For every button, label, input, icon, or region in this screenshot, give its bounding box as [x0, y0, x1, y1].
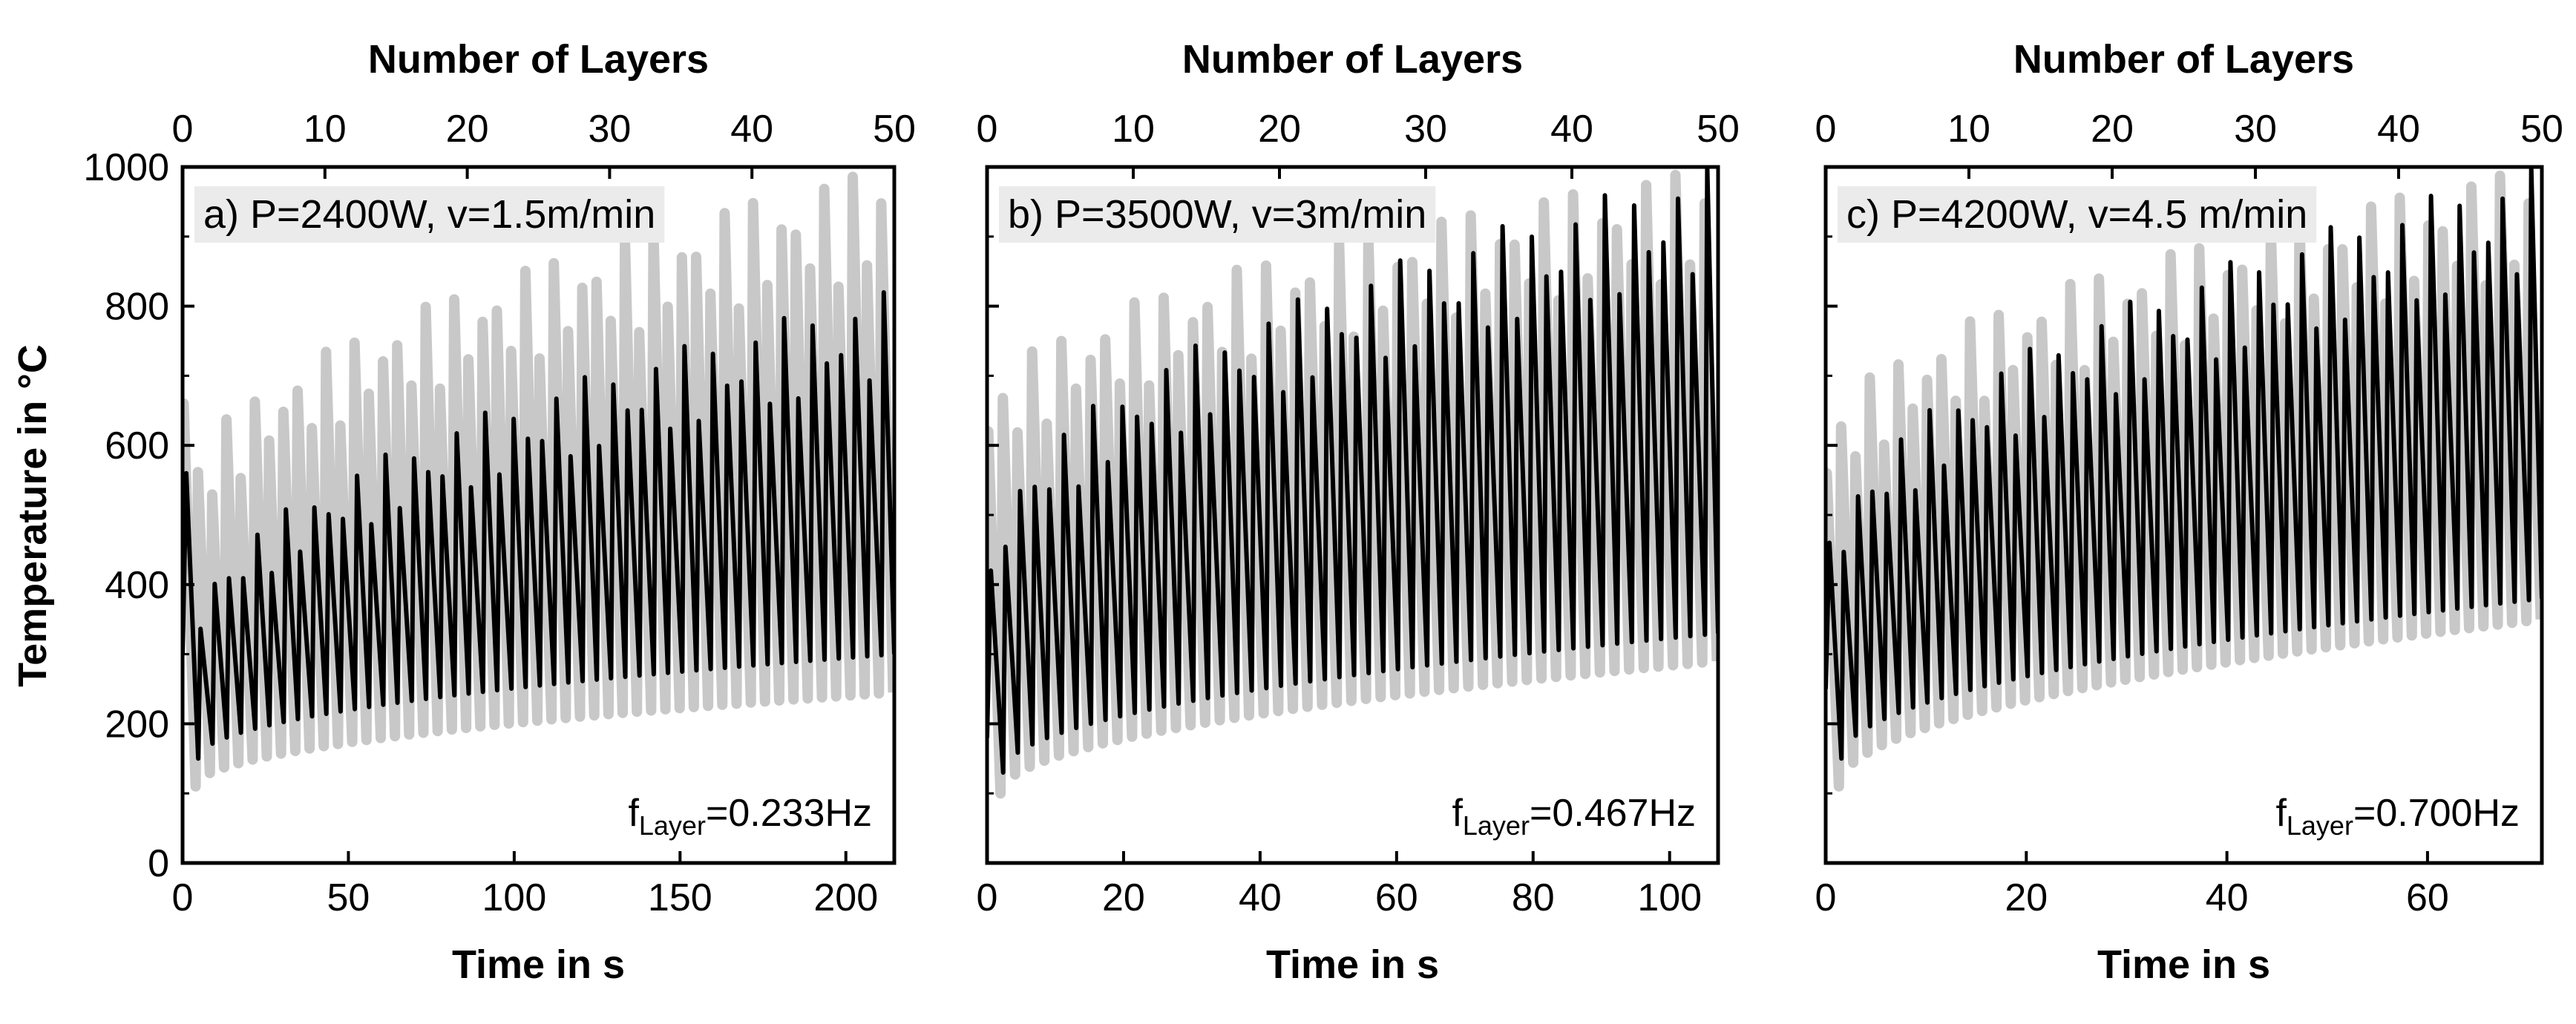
top-tick-label: 50 [873, 108, 916, 151]
y-axis-title: Temperature in °C [10, 344, 55, 687]
x-bottom-title: Time in s [452, 942, 625, 987]
panel-label-group: a) P=2400W, v=1.5m/min [194, 186, 665, 243]
y-tick-label: 600 [105, 424, 169, 467]
x-top-title: Number of Layers [1182, 37, 1523, 82]
x-bottom-title: Time in s [2097, 942, 2270, 987]
x-top-title: Number of Layers [368, 37, 709, 82]
y-tick-label: 800 [105, 286, 169, 329]
top-tick-label: 40 [730, 108, 773, 151]
panel-label: c) P=4200W, v=4.5 m/min [1846, 192, 2307, 237]
x-tick-label: 200 [813, 876, 878, 919]
panel-label: b) P=3500W, v=3m/min [1008, 192, 1426, 237]
top-tick-label: 30 [2234, 108, 2277, 151]
frequency-label: fLayer=0.700Hz [2275, 792, 2520, 841]
x-tick-label: 60 [2406, 876, 2449, 919]
y-tick-label: 1000 [83, 146, 169, 189]
panel-label-box [999, 186, 1436, 243]
x-tick-label: 0 [977, 876, 998, 919]
top-tick-label: 50 [2520, 108, 2563, 151]
top-tick-label: 20 [2091, 108, 2134, 151]
panel-label: a) P=2400W, v=1.5m/min [203, 192, 655, 237]
panel-label-box [194, 186, 665, 243]
top-tick-label: 30 [1404, 108, 1447, 151]
top-tick-label: 10 [1112, 108, 1155, 151]
x-tick-label: 50 [327, 876, 370, 919]
y-tick-label: 0 [148, 842, 169, 885]
x-tick-label: 20 [2005, 876, 2048, 919]
x-tick-label: 40 [1239, 876, 1282, 919]
top-tick-label: 30 [588, 108, 631, 151]
top-tick-label: 10 [1947, 108, 1990, 151]
panel-label-box [1838, 186, 2317, 243]
chart-panel-1: a) P=2400W, v=1.5m/minfLayer=0.233Hz0200… [83, 37, 916, 987]
x-tick-label: 100 [1637, 876, 1702, 919]
x-tick-label: 60 [1375, 876, 1418, 919]
top-tick-label: 10 [304, 108, 347, 151]
y-tick-label: 200 [105, 703, 169, 746]
frequency-label: fLayer=0.233Hz [628, 792, 872, 841]
series-line-black [183, 290, 894, 761]
series-line-black [1826, 167, 2542, 761]
top-tick-label: 40 [1550, 108, 1593, 151]
top-tick-label: 0 [1815, 108, 1837, 151]
top-tick-label: 50 [1697, 108, 1740, 151]
top-tick-label: 0 [977, 108, 998, 151]
x-tick-label: 80 [1512, 876, 1555, 919]
x-tick-label: 0 [1815, 876, 1837, 919]
panel-label-group: c) P=4200W, v=4.5 m/min [1838, 186, 2317, 243]
x-tick-label: 40 [2206, 876, 2249, 919]
x-top-title: Number of Layers [2013, 37, 2354, 82]
y-tick-label: 400 [105, 564, 169, 607]
series-line-black [987, 167, 1718, 775]
x-tick-label: 100 [482, 876, 546, 919]
top-tick-label: 20 [1258, 108, 1301, 151]
x-tick-label: 150 [648, 876, 712, 919]
x-tick-label: 20 [1102, 876, 1145, 919]
top-tick-label: 20 [446, 108, 489, 151]
x-tick-label: 0 [172, 876, 194, 919]
chart-panel-2: b) P=3500W, v=3m/min fLayer=0.467Hz 0 20 40 6… [977, 37, 1740, 987]
top-tick-label: 0 [172, 108, 194, 151]
chart-panel-3: c) P=4200W, v=4.5 m/min fLayer=0.700Hz 0 20… [1815, 37, 2563, 987]
x-bottom-title: Time in s [1266, 942, 1439, 987]
top-tick-label: 40 [2377, 108, 2420, 151]
panel-label-group: b) P=3500W, v=3m/min [999, 186, 1436, 243]
series-line-gray [183, 171, 894, 792]
frequency-label: fLayer=0.467Hz [1452, 792, 1696, 841]
